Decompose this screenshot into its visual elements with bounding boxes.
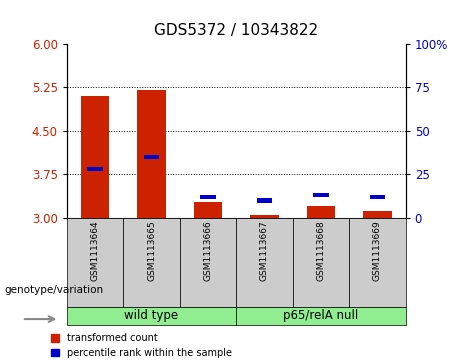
Text: p65/relA null: p65/relA null [284, 309, 359, 322]
Bar [87, 167, 103, 171]
Bar [67, 307, 236, 325]
Bar [313, 193, 329, 197]
Text: wild type: wild type [124, 309, 178, 322]
Bar [123, 218, 180, 307]
Bar [236, 218, 293, 307]
Title: GDS5372 / 10343822: GDS5372 / 10343822 [154, 23, 319, 38]
Bar [81, 96, 109, 218]
Text: GSM1113664: GSM1113664 [90, 220, 100, 281]
Bar [307, 206, 335, 218]
Bar [257, 198, 272, 203]
Text: GSM1113667: GSM1113667 [260, 220, 269, 281]
Bar [194, 202, 222, 218]
Legend: transformed count, percentile rank within the sample: transformed count, percentile rank withi… [51, 333, 231, 358]
Text: GSM1113669: GSM1113669 [373, 220, 382, 281]
Bar [200, 195, 216, 199]
Text: GSM1113668: GSM1113668 [316, 220, 325, 281]
Text: genotype/variation: genotype/variation [5, 285, 104, 295]
Bar [293, 218, 349, 307]
Bar [363, 211, 391, 218]
Bar [349, 218, 406, 307]
Bar [180, 218, 236, 307]
Bar [250, 215, 278, 218]
Text: GSM1113665: GSM1113665 [147, 220, 156, 281]
Bar [236, 307, 406, 325]
Bar [144, 155, 160, 159]
Bar [137, 90, 165, 218]
Text: GSM1113666: GSM1113666 [203, 220, 213, 281]
Bar [370, 195, 385, 199]
Bar [67, 218, 123, 307]
